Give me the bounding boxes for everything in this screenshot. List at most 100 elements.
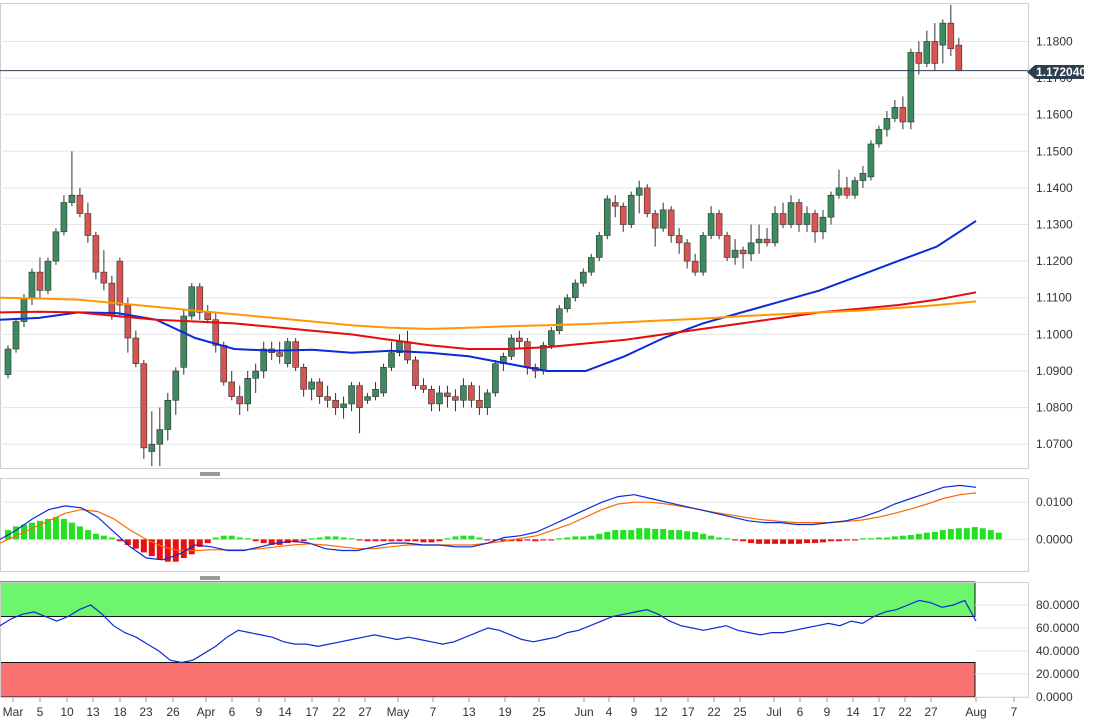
candle[interactable] [452, 389, 459, 412]
candle[interactable] [779, 202, 787, 229]
candle[interactable] [827, 191, 835, 225]
candle[interactable] [444, 385, 451, 408]
candle[interactable] [260, 341, 267, 379]
candle[interactable] [468, 381, 475, 408]
candle[interactable] [835, 169, 843, 199]
candle[interactable] [667, 206, 675, 243]
candle[interactable] [12, 319, 20, 353]
candle[interactable] [380, 363, 387, 397]
candle[interactable] [699, 231, 707, 276]
candle[interactable] [731, 239, 739, 265]
candle[interactable] [236, 385, 244, 415]
candle[interactable] [619, 202, 627, 232]
candle[interactable] [124, 297, 132, 353]
candle[interactable] [867, 140, 875, 181]
candle[interactable] [436, 385, 443, 412]
candle[interactable] [196, 283, 204, 320]
candle[interactable] [356, 381, 363, 434]
candle[interactable] [332, 392, 339, 415]
candle[interactable] [715, 209, 723, 240]
candle[interactable] [899, 96, 907, 130]
candle[interactable] [508, 334, 515, 360]
candle[interactable] [931, 23, 939, 71]
candle[interactable] [603, 195, 611, 240]
candle[interactable] [228, 370, 236, 401]
candle[interactable] [516, 330, 523, 350]
candle[interactable] [532, 363, 539, 379]
candle[interactable] [795, 198, 803, 232]
candle[interactable] [364, 392, 371, 404]
candle[interactable] [851, 176, 859, 199]
candle[interactable] [292, 338, 299, 371]
candle[interactable] [675, 228, 683, 254]
candle[interactable] [739, 246, 747, 269]
stochastic-pane[interactable]: 80.0000 60.0000 40.0000 20.0000 0.0000 [0, 581, 1080, 704]
candle[interactable] [627, 191, 635, 229]
candle[interactable] [787, 195, 795, 229]
candle[interactable] [28, 268, 36, 306]
candle[interactable] [691, 253, 699, 276]
candle[interactable] [484, 389, 491, 415]
candle[interactable] [172, 367, 180, 415]
candle[interactable] [859, 165, 867, 188]
candle[interactable] [276, 341, 283, 364]
candle[interactable] [587, 253, 595, 276]
candle[interactable] [683, 239, 691, 269]
candle[interactable] [939, 19, 947, 64]
candle[interactable] [556, 305, 563, 335]
candle[interactable] [132, 330, 140, 368]
candle[interactable] [548, 327, 555, 350]
candle[interactable] [180, 308, 188, 375]
candle[interactable] [36, 257, 44, 298]
candle[interactable] [476, 385, 483, 415]
candle[interactable] [955, 37, 963, 72]
candle[interactable] [907, 48, 915, 130]
candle[interactable] [524, 338, 531, 375]
candle[interactable] [140, 359, 148, 459]
candle[interactable] [659, 202, 667, 232]
macd-pane[interactable]: 0.0100 0.0000 [0, 478, 1073, 572]
candle[interactable] [923, 30, 931, 68]
candle[interactable] [875, 125, 883, 148]
candle[interactable] [188, 283, 196, 320]
candle[interactable] [60, 195, 68, 236]
candle[interactable] [348, 381, 355, 412]
candle[interactable] [563, 294, 571, 313]
candle[interactable] [651, 209, 659, 247]
candle[interactable] [460, 378, 467, 408]
candle[interactable] [300, 363, 307, 397]
candle[interactable] [883, 111, 891, 137]
candle[interactable] [763, 228, 771, 247]
candle[interactable] [747, 224, 755, 262]
candle[interactable] [4, 345, 12, 379]
candle[interactable] [220, 341, 228, 386]
candle[interactable] [372, 381, 379, 401]
pane-splitter-handle-2[interactable] [200, 576, 220, 580]
candle[interactable] [492, 359, 499, 397]
price-pane[interactable]: 1.0700 1.0800 1.0900 1.1000 1.1100 1.1200 1.13… [0, 3, 1073, 469]
candle[interactable] [252, 363, 259, 393]
candle[interactable] [571, 279, 579, 302]
candle[interactable] [76, 187, 84, 218]
candle[interactable] [212, 312, 220, 353]
candle[interactable] [52, 228, 60, 265]
candle[interactable] [284, 338, 291, 368]
candle[interactable] [771, 206, 779, 247]
candle[interactable] [324, 385, 331, 408]
candle[interactable] [44, 257, 52, 295]
candle[interactable] [92, 231, 100, 280]
candle[interactable] [811, 209, 819, 243]
candle[interactable] [635, 180, 643, 214]
candle[interactable] [915, 41, 923, 75]
candle[interactable] [412, 356, 419, 390]
candle[interactable] [843, 176, 851, 199]
candle[interactable] [204, 305, 212, 324]
candle[interactable] [723, 231, 731, 262]
candle[interactable] [84, 202, 92, 243]
candle[interactable] [420, 378, 427, 393]
candle[interactable] [803, 206, 811, 232]
candle[interactable] [579, 268, 587, 287]
candle[interactable] [116, 257, 124, 317]
candle[interactable] [100, 250, 108, 291]
candle[interactable] [707, 206, 715, 240]
